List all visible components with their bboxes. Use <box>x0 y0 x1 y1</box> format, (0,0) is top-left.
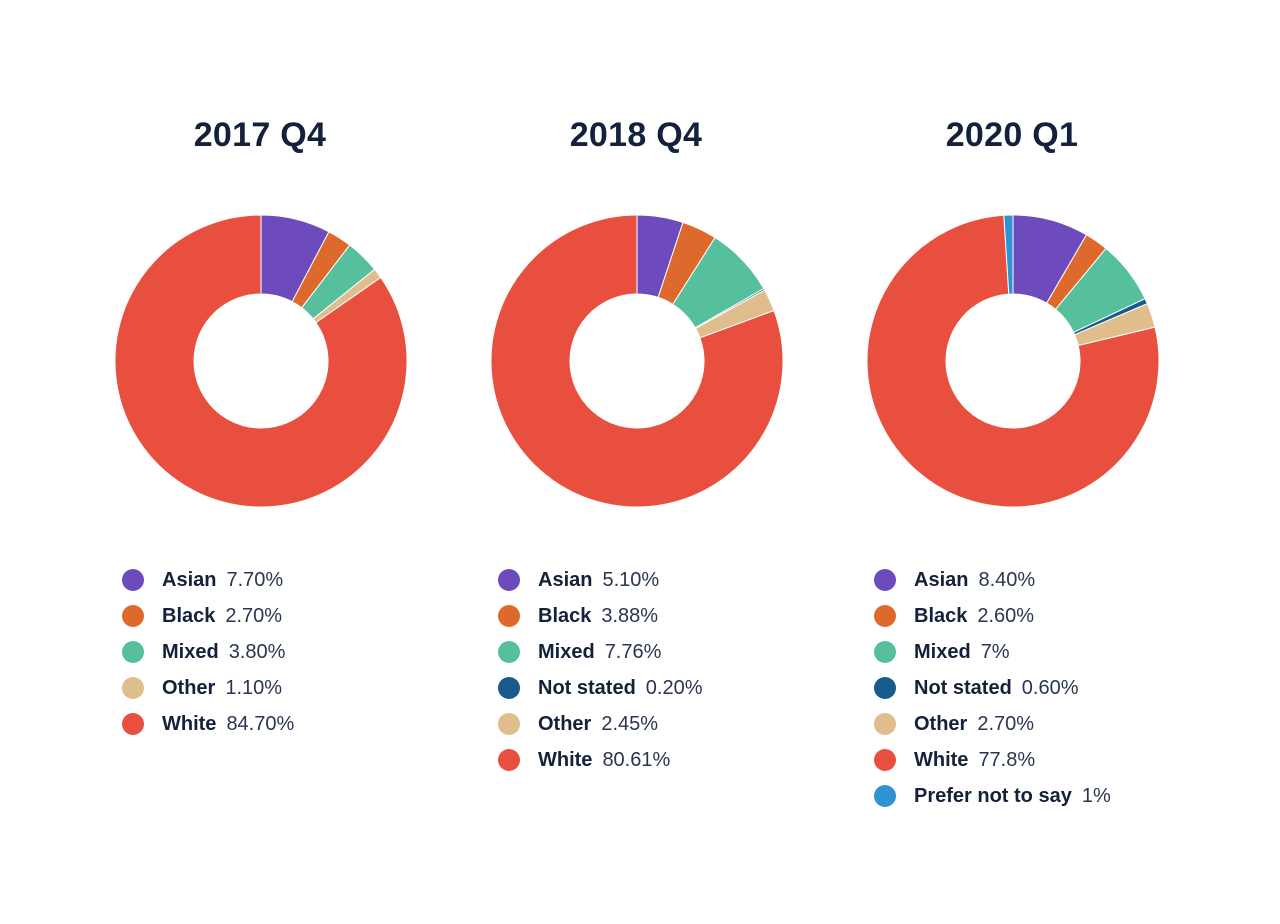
chart-title: 2020 Q1 <box>945 116 1079 154</box>
legend-swatch <box>498 605 520 627</box>
legend-label: Mixed <box>914 640 971 663</box>
legend-label: Asian <box>538 568 593 591</box>
legend-label: Prefer not to say <box>914 784 1072 807</box>
legend-swatch <box>122 605 144 627</box>
legend-value: 80.61% <box>602 748 671 771</box>
legend-item-white: White 77.8% <box>874 742 1111 778</box>
legend-item-black: Black 2.60% <box>874 598 1111 634</box>
legend: Asian 8.40% Black 2.60% Mixed 7% Not stated 0.6… <box>874 562 1111 814</box>
legend-label: Other <box>538 712 592 735</box>
legend-swatch <box>874 677 896 699</box>
legend-value: 77.8% <box>978 748 1036 771</box>
legend: Asian 7.70% Black 2.70% Mixed 3.80% Other 1.10%… <box>122 562 294 742</box>
donut-chart <box>491 215 783 507</box>
chart-title: 2018 Q4 <box>569 116 703 154</box>
legend-value: 7.76% <box>604 640 662 663</box>
legend-item-mixed: Mixed 3.80% <box>122 634 294 670</box>
legend-swatch <box>874 785 896 807</box>
legend-item-other: Other 1.10% <box>122 670 294 706</box>
legend-value: 7% <box>980 640 1010 663</box>
legend-swatch <box>122 569 144 591</box>
legend-item-asian: Asian 8.40% <box>874 562 1111 598</box>
legend-label: Other <box>162 676 216 699</box>
legend-item-not-stated: Not stated 0.60% <box>874 670 1111 706</box>
slice-white <box>115 215 407 507</box>
donut-chart <box>115 215 407 507</box>
legend-swatch <box>874 713 896 735</box>
legend-value: 3.80% <box>228 640 286 663</box>
legend-value: 2.70% <box>225 604 283 627</box>
legend-label: Not stated <box>538 676 636 699</box>
legend-item-not-stated: Not stated 0.20% <box>498 670 703 706</box>
legend-swatch <box>122 677 144 699</box>
legend-swatch <box>498 641 520 663</box>
legend-value: 8.40% <box>978 568 1036 591</box>
legend-label: Mixed <box>538 640 595 663</box>
legend-swatch <box>874 749 896 771</box>
legend-item-mixed: Mixed 7% <box>874 634 1111 670</box>
chart-2017-q4: 2017 Q4 Asian 7.70% Black 2.70% Mixed 3.80% Ot… <box>70 0 450 924</box>
legend-swatch <box>498 569 520 591</box>
chart-2020-q1: 2020 Q1 Asian 8.40% Black 2.60% Mixed 7% Not s… <box>822 0 1202 924</box>
legend-value: 2.60% <box>977 604 1035 627</box>
legend-value: 2.45% <box>601 712 659 735</box>
donut-chart <box>867 215 1159 507</box>
slice-white <box>491 215 783 507</box>
legend-label: Black <box>162 604 216 627</box>
legend-item-prefer-not-to-say: Prefer not to say 1% <box>874 778 1111 814</box>
legend-item-white: White 84.70% <box>122 706 294 742</box>
legend-swatch <box>874 605 896 627</box>
legend-label: White <box>162 712 217 735</box>
legend-label: Asian <box>914 568 969 591</box>
legend-value: 84.70% <box>226 712 295 735</box>
legend-swatch <box>122 713 144 735</box>
legend-item-other: Other 2.45% <box>498 706 703 742</box>
legend-value: 5.10% <box>602 568 660 591</box>
legend-swatch <box>122 641 144 663</box>
legend-value: 1.10% <box>225 676 283 699</box>
legend-label: Other <box>914 712 968 735</box>
legend-swatch <box>498 677 520 699</box>
legend-label: Mixed <box>162 640 219 663</box>
chart-title: 2017 Q4 <box>193 116 327 154</box>
legend-label: Black <box>538 604 592 627</box>
legend-item-asian: Asian 5.10% <box>498 562 703 598</box>
legend-label: Asian <box>162 568 217 591</box>
slice-white <box>867 215 1159 507</box>
legend-swatch <box>874 641 896 663</box>
legend: Asian 5.10% Black 3.88% Mixed 7.76% Not stated… <box>498 562 703 778</box>
slice-prefer-not-to-say <box>1003 215 1014 295</box>
legend-value: 0.20% <box>645 676 703 699</box>
legend-item-other: Other 2.70% <box>874 706 1111 742</box>
chart-2018-q4: 2018 Q4 Asian 5.10% Black 3.88% Mixed 7.76% No… <box>446 0 826 924</box>
legend-value: 2.70% <box>977 712 1035 735</box>
legend-item-black: Black 2.70% <box>122 598 294 634</box>
legend-swatch <box>498 713 520 735</box>
legend-swatch <box>498 749 520 771</box>
legend-item-asian: Asian 7.70% <box>122 562 294 598</box>
legend-item-black: Black 3.88% <box>498 598 703 634</box>
legend-value: 3.88% <box>601 604 659 627</box>
legend-label: White <box>914 748 969 771</box>
legend-value: 0.60% <box>1021 676 1079 699</box>
legend-value: 7.70% <box>226 568 284 591</box>
legend-swatch <box>874 569 896 591</box>
legend-value: 1% <box>1081 784 1111 807</box>
legend-label: Not stated <box>914 676 1012 699</box>
legend-item-mixed: Mixed 7.76% <box>498 634 703 670</box>
legend-item-white: White 80.61% <box>498 742 703 778</box>
legend-label: White <box>538 748 593 771</box>
legend-label: Black <box>914 604 968 627</box>
